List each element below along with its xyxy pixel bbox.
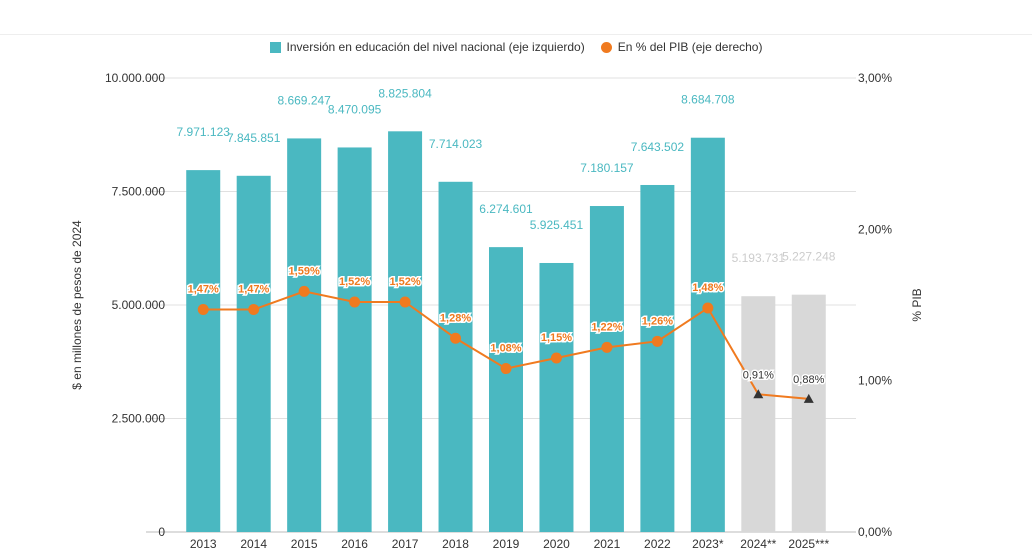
bar xyxy=(287,138,322,532)
y-left-tick-label: 7.500.000 xyxy=(112,185,166,199)
x-tick-label: 2022 xyxy=(644,537,671,551)
y-right-tick-label: 2,00% xyxy=(858,222,892,236)
pib-value-label: 1,47% xyxy=(188,284,219,296)
pib-point xyxy=(349,296,361,308)
bar-value-label: 8.470.095 xyxy=(328,102,382,116)
x-tick-label: 2019 xyxy=(493,537,520,551)
y-right-tick-label: 0,00% xyxy=(858,525,892,539)
bar-value-label: 7.971.123 xyxy=(177,125,231,139)
bar-value-label: 5.227.248 xyxy=(782,250,836,264)
pib-value-label: 1,59% xyxy=(289,265,320,277)
bar-value-label: 6.274.601 xyxy=(479,202,533,216)
bar xyxy=(438,181,473,532)
bar-value-label: 7.714.023 xyxy=(429,137,483,151)
legend: Inversión en educación del nivel naciona… xyxy=(0,40,1032,54)
pib-value-label: 1,28% xyxy=(440,312,471,324)
bar-value-label: 8.669.247 xyxy=(277,93,331,107)
bar xyxy=(388,131,423,532)
pib-point xyxy=(399,296,411,308)
pib-point xyxy=(298,285,310,297)
pib-value-label: 1,08% xyxy=(490,343,521,355)
y-left-tick-label: 2.500.000 xyxy=(112,412,166,426)
pib-point xyxy=(500,363,512,375)
bar-value-label: 8.825.804 xyxy=(378,86,432,100)
bar xyxy=(236,175,271,532)
pib-value-label: 0,88% xyxy=(793,374,824,386)
pib-value-label: 1,52% xyxy=(389,276,420,288)
legend-item-bars[interactable]: Inversión en educación del nivel naciona… xyxy=(269,40,585,54)
pib-value-label: 1,15% xyxy=(541,332,572,344)
pib-point xyxy=(197,304,209,316)
bar-value-label: 7.180.157 xyxy=(580,161,634,175)
x-tick-label: 2014 xyxy=(240,537,267,551)
bar xyxy=(741,296,776,532)
x-tick-label: 2023* xyxy=(692,537,724,551)
bar xyxy=(186,170,221,532)
bar xyxy=(539,262,574,532)
legend-label-line: En % del PIB (eje derecho) xyxy=(617,40,763,54)
pib-value-label: 1,48% xyxy=(692,282,723,294)
bar-value-label: 5.925.451 xyxy=(530,218,584,232)
y-right-tick-label: 1,00% xyxy=(858,374,892,388)
pib-value-label: 1,47% xyxy=(238,284,269,296)
bar-value-label: 5.193.731 xyxy=(732,251,786,265)
y-left-tick-label: 0 xyxy=(158,525,165,539)
x-tick-label: 2025*** xyxy=(788,537,829,551)
legend-swatch-bars xyxy=(269,41,281,53)
x-tick-label: 2016 xyxy=(341,537,368,551)
x-tick-label: 2018 xyxy=(442,537,469,551)
pib-value-label: 1,52% xyxy=(339,276,370,288)
pib-value-label: 1,26% xyxy=(642,315,673,327)
bar xyxy=(640,184,675,532)
pib-point xyxy=(450,332,462,344)
y-left-tick-label: 5.000.000 xyxy=(112,298,166,312)
pib-point-projected xyxy=(803,393,814,403)
x-tick-label: 2024** xyxy=(740,537,776,551)
x-tick-label: 2020 xyxy=(543,537,570,551)
y-left-tick-label: 10.000.000 xyxy=(105,71,165,85)
pib-point xyxy=(702,302,714,314)
bar-value-label: 7.643.502 xyxy=(631,140,685,154)
pib-value-label: 1,22% xyxy=(591,321,622,333)
bar-value-label: 8.684.708 xyxy=(681,93,735,107)
bar xyxy=(589,206,624,532)
x-tick-label: 2013 xyxy=(190,537,217,551)
pib-value-label: 0,91% xyxy=(743,369,774,381)
pib-point xyxy=(248,304,260,316)
bar xyxy=(791,294,826,532)
y-right-tick-label: 3,00% xyxy=(858,71,892,85)
y-right-axis-title: % PIB xyxy=(910,288,924,321)
pib-point xyxy=(550,352,562,364)
bar xyxy=(489,247,523,532)
x-tick-label: 2015 xyxy=(291,537,318,551)
pib-point xyxy=(601,341,613,353)
y-left-axis-title: $ en millones de pesos de 2024 xyxy=(70,220,84,390)
x-tick-label: 2017 xyxy=(392,537,419,551)
pib-point xyxy=(651,335,663,347)
x-tick-label: 2021 xyxy=(594,537,621,551)
pib-point-projected xyxy=(753,389,764,399)
bar-value-label: 7.845.851 xyxy=(227,131,281,145)
bar xyxy=(337,147,372,532)
legend-label-bars: Inversión en educación del nivel naciona… xyxy=(286,40,585,54)
top-divider xyxy=(0,34,1032,35)
bar xyxy=(690,137,725,532)
legend-swatch-line xyxy=(600,41,612,53)
legend-item-line[interactable]: En % del PIB (eje derecho) xyxy=(600,40,763,54)
